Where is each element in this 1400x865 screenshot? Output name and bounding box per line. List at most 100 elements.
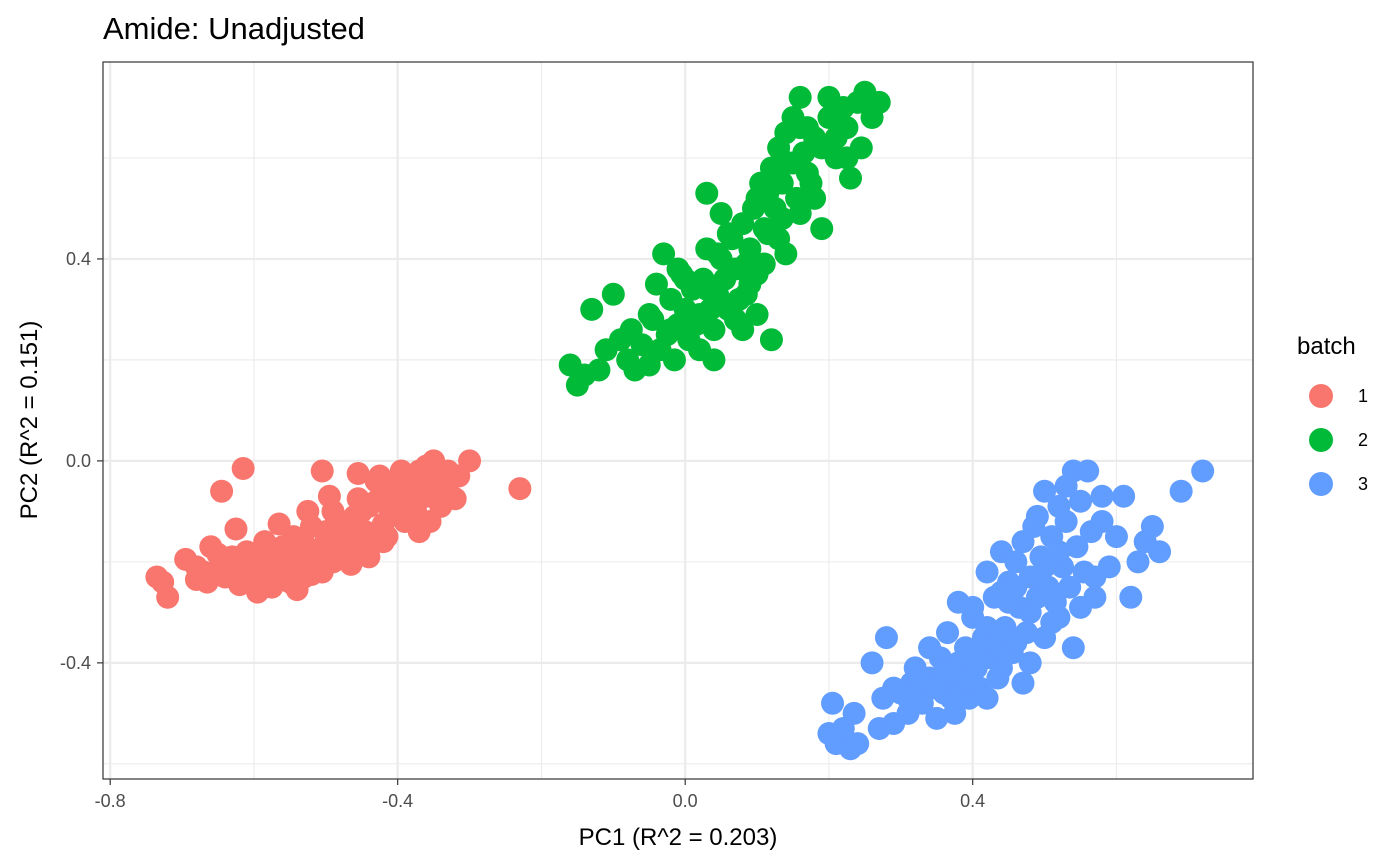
point-batch-2 [695, 181, 719, 205]
point-batch-3 [1011, 671, 1035, 695]
point-batch-3 [1069, 489, 1092, 513]
legend-key-2 [1309, 428, 1333, 452]
point-batch-3 [1054, 509, 1078, 533]
point-batch-3 [1018, 651, 1042, 675]
point-batch-3 [975, 560, 999, 584]
point-batch-1 [299, 515, 323, 539]
point-batch-1 [350, 530, 374, 554]
point-batch-2 [770, 171, 794, 195]
point-batch-3 [1104, 525, 1128, 549]
point-batch-2 [587, 358, 611, 382]
legend-label-3: 3 [1358, 474, 1368, 494]
point-batch-3 [860, 651, 884, 675]
point-batch-1 [224, 517, 248, 541]
point-batch-3 [918, 636, 942, 660]
point-batch-1 [184, 568, 208, 592]
point-batch-1 [292, 565, 316, 589]
point-batch-1 [429, 494, 453, 518]
x-axis-title: PC1 (R^2 = 0.203) [579, 824, 778, 851]
point-batch-3 [1054, 474, 1078, 498]
point-batch-3 [1040, 610, 1064, 634]
point-batch-2 [688, 302, 712, 326]
y-tick-label: 0.0 [66, 451, 91, 471]
point-batch-2 [867, 90, 891, 114]
point-batch-3 [989, 656, 1013, 680]
point-batch-1 [321, 499, 345, 523]
x-tick-label: 0.0 [673, 791, 698, 811]
point-batch-2 [695, 277, 719, 301]
point-batch-2 [637, 302, 661, 326]
point-batch-2 [788, 85, 812, 109]
point-batch-1 [307, 550, 331, 574]
point-batch-1 [210, 479, 234, 503]
point-batch-1 [264, 565, 287, 589]
chart-title: Amide: Unadjusted [103, 11, 365, 46]
point-batch-2 [759, 328, 783, 352]
point-batch-3 [989, 580, 1013, 604]
point-batch-2 [781, 151, 805, 175]
point-batch-3 [842, 701, 866, 725]
point-batch-1 [400, 479, 424, 503]
x-axis: -0.8 -0.4 0.0 0.4 [95, 779, 985, 811]
point-batch-3 [1058, 575, 1082, 599]
point-batch-2 [601, 282, 625, 306]
point-batch-3 [925, 706, 949, 730]
point-batch-1 [346, 462, 370, 486]
point-batch-2 [709, 201, 733, 225]
point-batch-1 [508, 477, 532, 501]
point-batch-1 [371, 489, 395, 513]
point-batch-2 [702, 318, 726, 342]
point-batch-2 [702, 348, 726, 372]
point-batch-2 [788, 116, 812, 140]
point-batch-3 [874, 626, 898, 650]
point-batch-3 [961, 595, 985, 619]
point-batch-2 [835, 116, 859, 140]
point-batch-1 [328, 540, 352, 564]
point-batch-3 [1004, 550, 1028, 574]
point-batch-3 [1004, 631, 1028, 655]
point-batch-2 [839, 166, 862, 190]
legend-label-1: 1 [1358, 386, 1368, 406]
point-batch-3 [1083, 565, 1107, 589]
point-batch-2 [706, 242, 730, 266]
point-batch-3 [954, 666, 977, 690]
point-batch-3 [1119, 585, 1143, 609]
legend-key-1 [1309, 384, 1333, 408]
point-batch-3 [1148, 540, 1172, 564]
y-axis-title: PC2 (R^2 = 0.151) [16, 321, 43, 520]
point-batch-1 [436, 472, 460, 496]
panel-border [102, 61, 1254, 780]
point-batch-3 [975, 616, 999, 640]
point-batch-3 [1140, 515, 1164, 539]
point-batch-3 [1025, 504, 1049, 528]
point-batch-3 [1090, 509, 1114, 533]
point-batch-3 [975, 686, 999, 710]
point-batch-2 [738, 237, 762, 261]
point-batch-2 [810, 217, 834, 241]
point-batch-3 [936, 621, 960, 645]
point-batch-3 [968, 641, 992, 665]
point-batch-3 [1126, 550, 1150, 574]
point-batch-1 [371, 530, 395, 554]
y-axis: -0.4 0.0 0.4 [60, 249, 103, 673]
point-batch-2 [849, 136, 873, 160]
major-gridlines [103, 62, 1253, 779]
point-batch-3 [1065, 535, 1089, 559]
point-batch-1 [206, 557, 230, 581]
point-batch-3 [1047, 540, 1071, 564]
point-batch-3 [1069, 595, 1092, 619]
y-tick-label: -0.4 [60, 653, 91, 673]
legend-key-3 [1309, 472, 1333, 496]
point-batch-1 [253, 530, 277, 554]
y-tick-label: 0.4 [66, 249, 91, 269]
point-batch-1 [278, 540, 302, 564]
point-batch-2 [788, 201, 812, 225]
point-batch-2 [756, 222, 780, 246]
point-batch-2 [745, 186, 769, 210]
point-batch-2 [630, 333, 654, 357]
point-batch-2 [770, 207, 794, 231]
point-batch-3 [1076, 459, 1100, 483]
point-batch-1 [364, 469, 388, 493]
plot-panel [102, 61, 1254, 780]
